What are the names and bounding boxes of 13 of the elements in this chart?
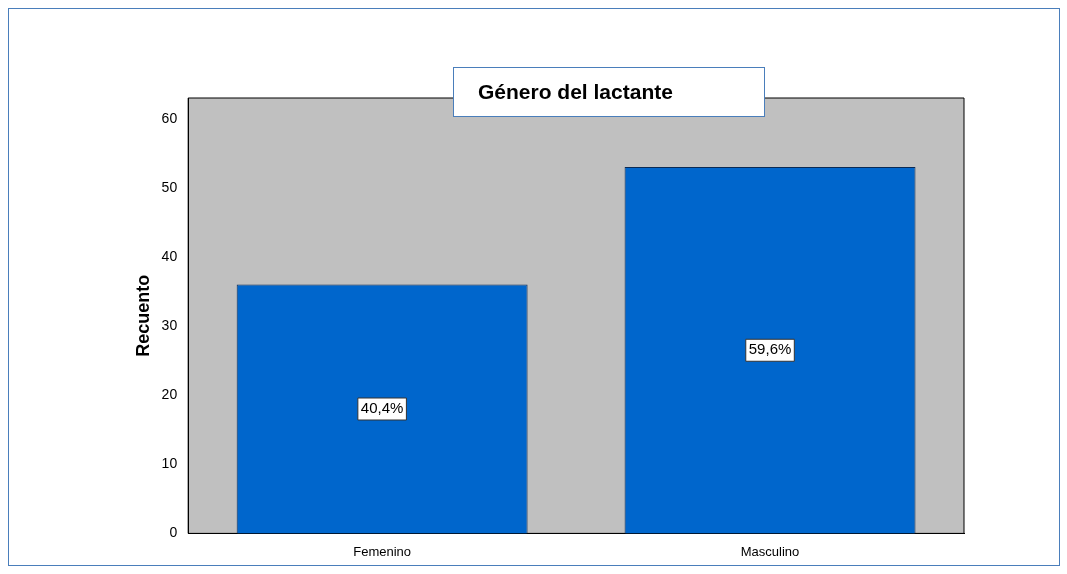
y-tick-label: 30 (161, 316, 178, 333)
annotation: 40,4% (360, 399, 404, 417)
y-tick-label: 20 (161, 386, 178, 403)
y-tick-label: 40 (161, 247, 178, 264)
y-axis-title: Recuento (132, 274, 153, 357)
y-tick-label: 10 (161, 455, 178, 472)
annotation: 59,6% (748, 340, 792, 358)
y-tick-label: 60 (161, 109, 178, 126)
x-tick-label: Femenino (353, 543, 412, 559)
title-box: Género del lactante (453, 67, 765, 117)
y-tick-label: 50 (161, 178, 178, 195)
y-tick-label: 0 (169, 524, 178, 541)
x-tick-label: Masculino (740, 543, 800, 559)
